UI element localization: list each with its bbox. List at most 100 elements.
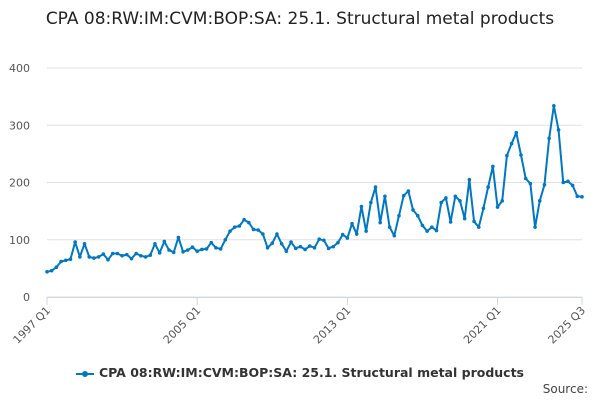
data-point: [167, 248, 171, 252]
data-point: [284, 249, 289, 253]
data-point: [228, 229, 232, 233]
data-point: [162, 239, 167, 244]
data-point: [453, 194, 458, 199]
x-tick-label: 2013 Q1: [311, 304, 354, 347]
data-point: [322, 238, 326, 243]
data-point: [308, 244, 312, 248]
data-point: [54, 265, 59, 270]
legend[interactable]: CPA 08:RW:IM:CVM:BOP:SA: 25.1. Structura…: [0, 365, 600, 380]
data-point: [561, 180, 566, 185]
data-point: [392, 233, 397, 238]
data-point: [542, 182, 547, 187]
data-point: [120, 253, 124, 258]
data-point: [204, 247, 209, 251]
data-point: [312, 245, 317, 250]
data-point: [500, 199, 505, 203]
data-point: [397, 213, 401, 218]
data-point: [63, 258, 68, 263]
data-point: [415, 213, 420, 218]
data-point: [373, 185, 378, 189]
data-point: [270, 241, 275, 245]
data-point: [378, 220, 383, 225]
data-point: [265, 245, 270, 250]
data-point: [78, 255, 82, 259]
data-point: [134, 251, 138, 256]
data-point: [448, 220, 453, 224]
data-point: [96, 255, 101, 259]
data-point: [486, 185, 490, 189]
data-point: [59, 259, 63, 264]
chart-title: CPA 08:RW:IM:CVM:BOP:SA: 25.1. Structura…: [45, 9, 555, 29]
data-point: [256, 228, 260, 232]
x-tick-label: 2021 Q1: [461, 304, 504, 347]
data-point: [556, 128, 561, 132]
y-tick-label: 0: [23, 291, 30, 304]
data-point: [298, 244, 303, 249]
data-point: [289, 240, 293, 244]
data-point: [261, 232, 265, 236]
data-point: [195, 249, 199, 253]
data-point: [401, 193, 406, 198]
data-point: [580, 195, 584, 199]
data-point: [467, 177, 472, 182]
y-tick-label: 200: [9, 177, 30, 190]
data-point: [209, 240, 214, 245]
data-point: [101, 252, 106, 256]
data-point: [369, 200, 373, 205]
data-point: [462, 216, 467, 221]
data-point: [49, 268, 54, 273]
data-point: [115, 251, 120, 256]
data-point: [176, 235, 181, 240]
data-point: [387, 225, 392, 229]
data-point: [82, 241, 87, 246]
data-point: [537, 199, 542, 203]
data-point: [148, 253, 153, 258]
data-point: [87, 255, 92, 259]
data-point: [383, 194, 387, 199]
data-point: [420, 223, 425, 228]
data-point: [157, 251, 162, 255]
data-point: [317, 237, 321, 241]
data-point: [68, 257, 73, 262]
data-point: [181, 249, 185, 254]
data-point: [547, 136, 551, 141]
data-point: [143, 255, 148, 259]
data-point: [139, 253, 143, 258]
data-point: [45, 270, 49, 274]
data-point: [552, 103, 556, 108]
data-point: [350, 221, 354, 226]
data-point: [444, 196, 448, 200]
data-point: [110, 251, 115, 256]
data-point: [481, 206, 486, 211]
data-point: [223, 237, 228, 242]
data-point: [190, 245, 195, 249]
x-tick-label: 2005 Q1: [161, 304, 204, 347]
data-point: [411, 208, 415, 212]
data-point: [528, 181, 533, 186]
data-point: [303, 247, 307, 252]
data-point: [476, 225, 481, 229]
data-point: [275, 232, 279, 236]
data-point: [106, 257, 110, 262]
data-point: [200, 247, 204, 252]
data-point: [251, 227, 256, 232]
data-point: [218, 247, 223, 251]
data-point: [514, 130, 519, 135]
data-point: [242, 217, 246, 222]
data-point: [129, 256, 134, 261]
legend-label: CPA 08:RW:IM:CVM:BOP:SA: 25.1. Structura…: [98, 365, 524, 380]
data-point: [185, 248, 190, 252]
data-point: [570, 183, 575, 188]
legend-swatch: [75, 370, 94, 377]
data-point: [575, 194, 580, 199]
data-point: [509, 141, 514, 146]
x-tick-label: 2025 Q3: [546, 304, 589, 347]
data-point: [326, 246, 331, 251]
data-point: [425, 229, 429, 233]
data-point: [434, 228, 439, 233]
data-point: [495, 205, 500, 209]
y-tick-label: 100: [9, 234, 30, 247]
data-point: [279, 241, 284, 246]
data-point: [340, 232, 345, 237]
